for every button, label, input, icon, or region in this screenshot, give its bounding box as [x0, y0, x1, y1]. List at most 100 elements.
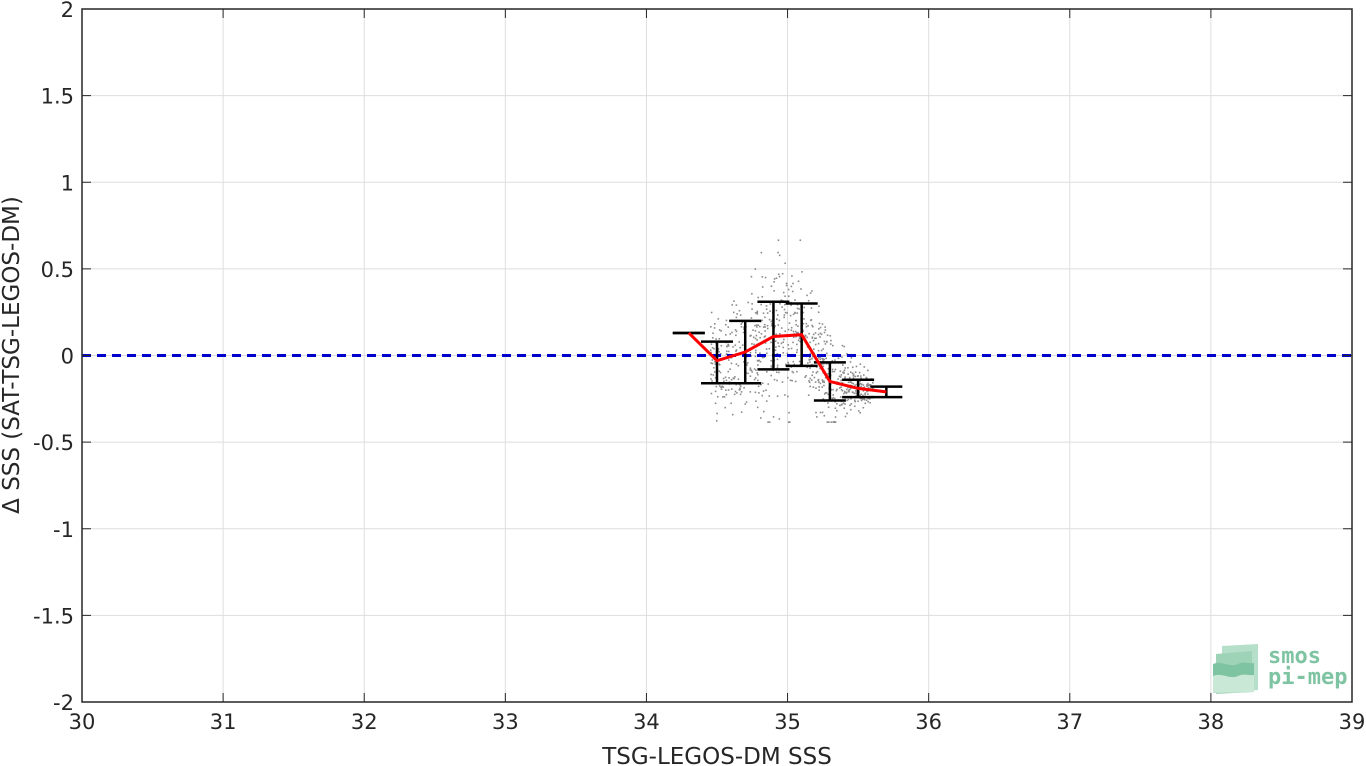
scatter-point — [738, 341, 740, 343]
scatter-point — [757, 324, 760, 326]
x-tick-label: 36 — [915, 710, 942, 734]
scatter-point — [727, 343, 729, 346]
scatter-point — [740, 391, 743, 393]
scatter-point — [867, 393, 869, 395]
scatter-point — [862, 394, 864, 397]
scatter-point — [818, 389, 820, 391]
scatter-point — [786, 352, 789, 355]
scatter-point — [811, 355, 814, 358]
scatter-point — [843, 407, 846, 410]
scatter-point — [734, 376, 736, 378]
scatter-point — [724, 406, 727, 409]
scatter-point — [737, 364, 740, 367]
y-tick-label: -0.5 — [33, 431, 74, 455]
scatter-point — [776, 395, 779, 398]
scatter-point — [831, 368, 834, 371]
scatter-point — [841, 356, 843, 358]
scatter-point — [798, 360, 801, 363]
scatter-point — [860, 377, 862, 379]
scatter-point — [778, 254, 781, 257]
y-tick-label: -1.5 — [33, 604, 74, 628]
scatter-point — [865, 399, 868, 402]
scatter-point — [842, 402, 845, 404]
scatter-point — [852, 377, 855, 379]
scatter-point — [784, 394, 786, 396]
scatter-point — [750, 317, 753, 319]
scatter-point — [826, 352, 828, 355]
scatter-point — [755, 324, 758, 326]
scatter-point — [854, 400, 856, 403]
scatter-point — [715, 338, 717, 340]
scatter-point — [716, 395, 719, 398]
x-tick-label: 32 — [351, 710, 378, 734]
scatter-point — [778, 275, 781, 278]
scatter-point — [795, 332, 798, 334]
scatter-point — [788, 411, 790, 414]
scatter-point — [723, 380, 725, 383]
scatter-point — [830, 421, 833, 423]
scatter-point — [829, 343, 832, 345]
scatter-point — [844, 403, 846, 405]
scatter-point — [821, 411, 824, 414]
scatter-point — [782, 341, 785, 343]
scatter-point — [757, 296, 759, 299]
scatter-point — [767, 383, 770, 385]
scatter-point — [751, 308, 753, 310]
scatter-point — [819, 326, 822, 329]
scatter-point — [775, 371, 778, 374]
scatter-point — [719, 352, 722, 355]
scatter-point — [797, 331, 799, 334]
scatter-point — [815, 372, 818, 374]
scatter-point — [847, 366, 849, 369]
scatter-point — [792, 360, 795, 363]
scatter-point — [860, 399, 863, 402]
scatter-point — [719, 371, 722, 374]
scatter-point — [727, 359, 730, 361]
y-axis-label: Δ SSS (SAT-TSG-LEGOS-DM) — [0, 196, 25, 514]
scatter-point — [830, 339, 832, 342]
scatter-point — [796, 351, 798, 354]
scatter-point — [773, 289, 775, 292]
scatter-point — [840, 388, 843, 391]
scatter-point — [803, 306, 805, 309]
scatter-point — [832, 397, 835, 399]
scatter-point — [816, 370, 819, 373]
scatter-point — [813, 337, 816, 340]
scatter-point — [809, 358, 812, 361]
scatter-point — [761, 382, 764, 384]
scatter-point — [749, 391, 752, 393]
scatter-point — [843, 372, 845, 374]
scatter-point — [840, 386, 842, 388]
scatter-point — [779, 333, 781, 335]
scatter-point — [797, 325, 799, 328]
scatter-point — [782, 346, 785, 349]
scatter-point — [770, 374, 772, 377]
scatter-point — [799, 239, 802, 242]
scatter-point — [778, 345, 780, 348]
scatter-point — [838, 387, 841, 389]
scatter-point — [843, 369, 846, 372]
scatter-point — [847, 373, 849, 375]
scatter-point — [822, 380, 825, 382]
scatter-point — [712, 374, 715, 376]
scatter-point — [838, 375, 841, 378]
scatter-point — [760, 383, 762, 386]
scatter-point — [747, 372, 749, 375]
y-tick-label: 1.5 — [41, 85, 74, 109]
scatter-point — [734, 390, 737, 393]
scatter-point — [819, 382, 822, 385]
scatter-point — [754, 268, 757, 270]
scatter-point — [743, 386, 745, 389]
scatter-point — [811, 336, 814, 339]
scatter-point — [727, 326, 730, 328]
scatter-point — [769, 310, 771, 312]
scatter-point — [727, 345, 730, 347]
scatter-point — [846, 412, 848, 415]
scatter-point — [843, 392, 845, 395]
scatter-point — [783, 314, 786, 316]
scatter-point — [718, 370, 721, 372]
scatter-point — [817, 349, 820, 352]
scatter-point — [778, 418, 781, 420]
scatter-point — [849, 361, 852, 363]
scatter-point — [834, 407, 837, 409]
